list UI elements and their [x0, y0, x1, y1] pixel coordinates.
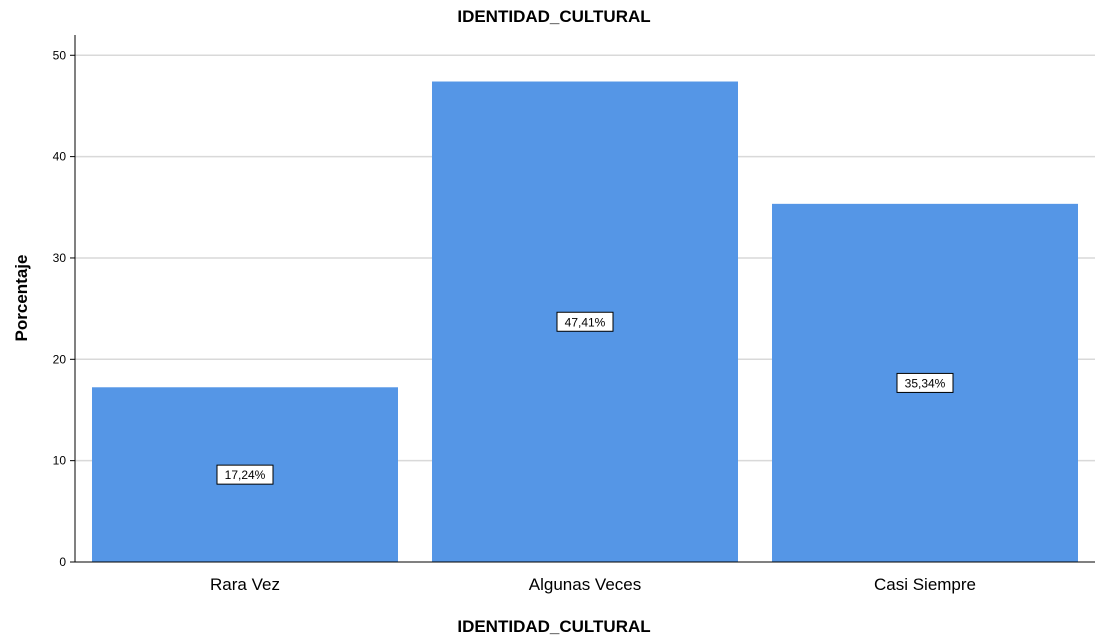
data-label: 17,24%: [225, 468, 266, 482]
y-tick-label: 30: [53, 251, 67, 265]
y-tick-label: 50: [53, 48, 67, 62]
y-axis-title: Porcentaje: [12, 255, 31, 342]
axes: [74, 35, 1095, 563]
data-label: 47,41%: [565, 315, 606, 329]
y-tick-label: 40: [53, 150, 67, 164]
y-ticks: 0 10 20 30 40 50: [53, 48, 75, 569]
data-label-box: [216, 464, 274, 485]
chart-title: IDENTIDAD_CULTURAL: [457, 7, 650, 26]
x-axis-title: IDENTIDAD_CULTURAL: [457, 617, 650, 636]
y-tick-label: 20: [53, 352, 67, 366]
x-tick-label: Rara Vez: [210, 575, 280, 594]
data-label: 35,34%: [905, 376, 946, 390]
data-label-box: [556, 311, 614, 332]
x-tick-label: Casi Siempre: [874, 575, 976, 594]
data-labels: 17,24% 47,41% 35,34%: [216, 311, 954, 485]
data-label-box: [896, 372, 954, 393]
y-tick-label: 0: [59, 555, 66, 569]
y-tick-label: 10: [53, 454, 67, 468]
x-ticks: Rara Vez Algunas Veces Casi Siempre: [210, 575, 976, 594]
x-tick-label: Algunas Veces: [529, 575, 641, 594]
